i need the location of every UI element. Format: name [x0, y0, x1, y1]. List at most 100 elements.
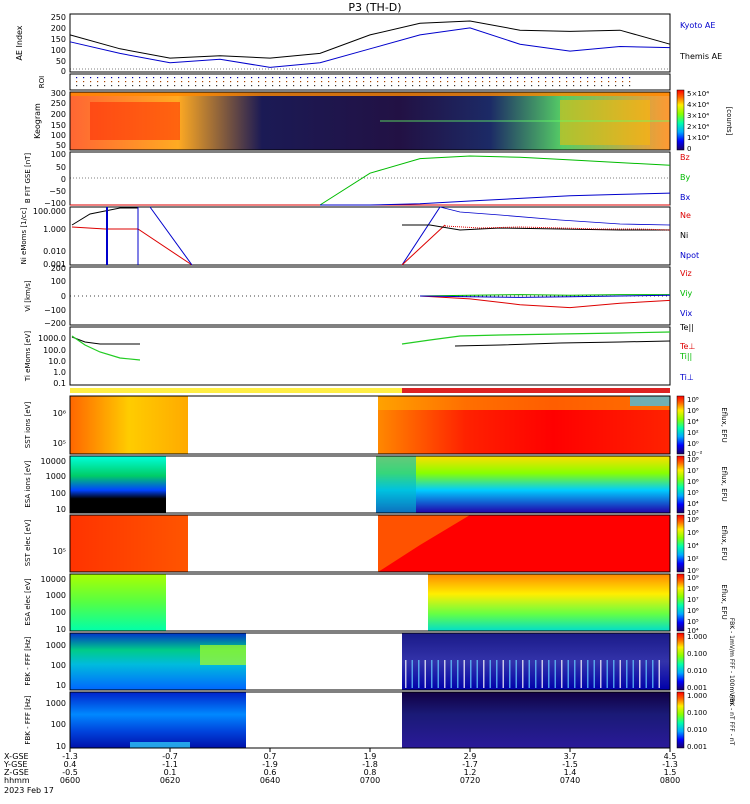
roi-dot [223, 81, 225, 83]
roi-dot [97, 81, 99, 83]
temperature-ti-early [71, 335, 141, 361]
esa-elec-cb-tick: 10⁸ [687, 585, 699, 593]
roi-dot [293, 81, 295, 83]
sst-elec-tick: 10⁵ [53, 547, 66, 556]
fbk-e-stripes [405, 660, 660, 688]
bfield-panel: B FIT GSE [nT] 100 50 0 −50 −100 Bz By B… [24, 150, 690, 208]
roi-dot [538, 85, 540, 87]
keogram-cb-tick: 4×10⁴ [687, 101, 709, 109]
roi-dot [314, 77, 316, 79]
plot-title: P3 (TH-D) [348, 1, 401, 14]
roi-dot [566, 81, 568, 83]
esa-ion-data-early [70, 456, 166, 513]
roi-dot [153, 77, 155, 79]
roi-dot [419, 85, 421, 87]
esa-ion-cb-tick: 10⁸ [687, 456, 699, 464]
roi-dot [608, 85, 610, 87]
roi-dot [531, 81, 533, 83]
roi-dot [76, 81, 78, 83]
xaxis-tick-label: 1.9 [364, 752, 377, 761]
roi-dot [391, 85, 393, 87]
roi-dot [97, 77, 99, 79]
keogram-aurora-left [90, 102, 180, 140]
roi-dot [237, 77, 239, 79]
roi-dot [559, 77, 561, 79]
roi-dot [447, 85, 449, 87]
roi-dot [335, 77, 337, 79]
fbk-e-stripe [418, 660, 420, 688]
ae-legend-themis: Themis AE [679, 52, 722, 61]
esa-ion-tick: 100 [51, 489, 66, 498]
bfield-ylabel: B FIT GSE [nT] [24, 153, 32, 204]
roi-dot [223, 85, 225, 87]
roi-dot [167, 81, 169, 83]
keogram-tick: 100 [51, 131, 66, 140]
roi-dot [300, 85, 302, 87]
sst-ion-colorbar [676, 395, 685, 455]
roi-dot [454, 77, 456, 79]
sst-ion-tick: 10⁵ [53, 439, 66, 448]
ae-tick: 150 [51, 35, 66, 44]
roi-dot [426, 85, 428, 87]
roi-dot [601, 85, 603, 87]
density-tick: 100.000 [33, 207, 66, 216]
fbk-e-stripe [626, 660, 628, 688]
xaxis-tick-label: 0600 [60, 776, 80, 785]
roi-dot [510, 85, 512, 87]
esa-ion-cb-tick: 10³ [687, 509, 699, 517]
fbk-e-cb-tick: 0.010 [687, 667, 707, 675]
keogram-frame [69, 91, 671, 151]
roi-dot [594, 85, 596, 87]
keogram-cb-tick: 3×10⁴ [687, 112, 709, 120]
fbk-b-cb-tick: 0.100 [687, 709, 707, 717]
roi-panel: ROI [38, 73, 671, 91]
bfield-tick: −100 [44, 199, 66, 208]
esa-elec-colorbar [676, 573, 685, 632]
fbk-e-stripe [567, 660, 569, 688]
roi-dot [160, 85, 162, 87]
xaxis-tick-group: -1.30.4-0.50600-0.7-1.10.106200.7-1.90.6… [60, 748, 680, 785]
bfield-series-group [70, 155, 671, 206]
xaxis-tick-label: -1.1 [162, 760, 178, 769]
keogram-cb-tick: 1×10⁴ [687, 134, 709, 142]
roi-dot [559, 81, 561, 83]
roi-dot [230, 85, 232, 87]
roi-dot [307, 77, 309, 79]
fbk-b-tick: 1000 [46, 699, 66, 708]
roi-dot [83, 85, 85, 87]
esa-ion-tick: 10000 [41, 457, 66, 466]
roi-dot [524, 77, 526, 79]
roi-dot [531, 85, 533, 87]
fbk-b-cb-label: FBK - nT FFF - nT [728, 695, 735, 746]
esa-elec-cb-label: Eflux, EFU [720, 584, 728, 619]
keogram-cb-tick: 2×10⁴ [687, 123, 709, 131]
roi-dot [321, 77, 323, 79]
fbk-e-stripe [476, 660, 478, 688]
roi-dot [251, 77, 253, 79]
fbk-e-stripe [496, 660, 498, 688]
density-panel: Ni eMoms [1/cc] 100.000 1.000 0.010 0.00… [20, 206, 699, 269]
fbk-e-highlight [200, 645, 246, 665]
sst-elec-transition [378, 515, 470, 572]
roi-dot [587, 77, 589, 79]
roi-dot [258, 81, 260, 83]
fbk-b-tick: 10 [56, 742, 66, 751]
temperature-legend-te-perp: Te⊥ [679, 342, 695, 351]
density-legend-npot: Npot [680, 251, 699, 260]
roi-markers [76, 77, 631, 87]
sst-elec-cb-tick: 10⁴ [687, 542, 699, 550]
xaxis-tick-label: 3.7 [564, 752, 577, 761]
roi-dot [237, 81, 239, 83]
ae-tick: 200 [51, 24, 66, 33]
roi-dot [489, 77, 491, 79]
roi-dot [622, 85, 624, 87]
series-line-by [319, 155, 671, 206]
velocity-legend-viy: Viy [680, 289, 693, 298]
roi-dot [209, 81, 211, 83]
ae-series-group [69, 20, 671, 68]
keogram-tick: 200 [51, 110, 66, 119]
roi-dot [230, 77, 232, 79]
fbk-e-stripe [444, 660, 446, 688]
roi-dot [300, 81, 302, 83]
